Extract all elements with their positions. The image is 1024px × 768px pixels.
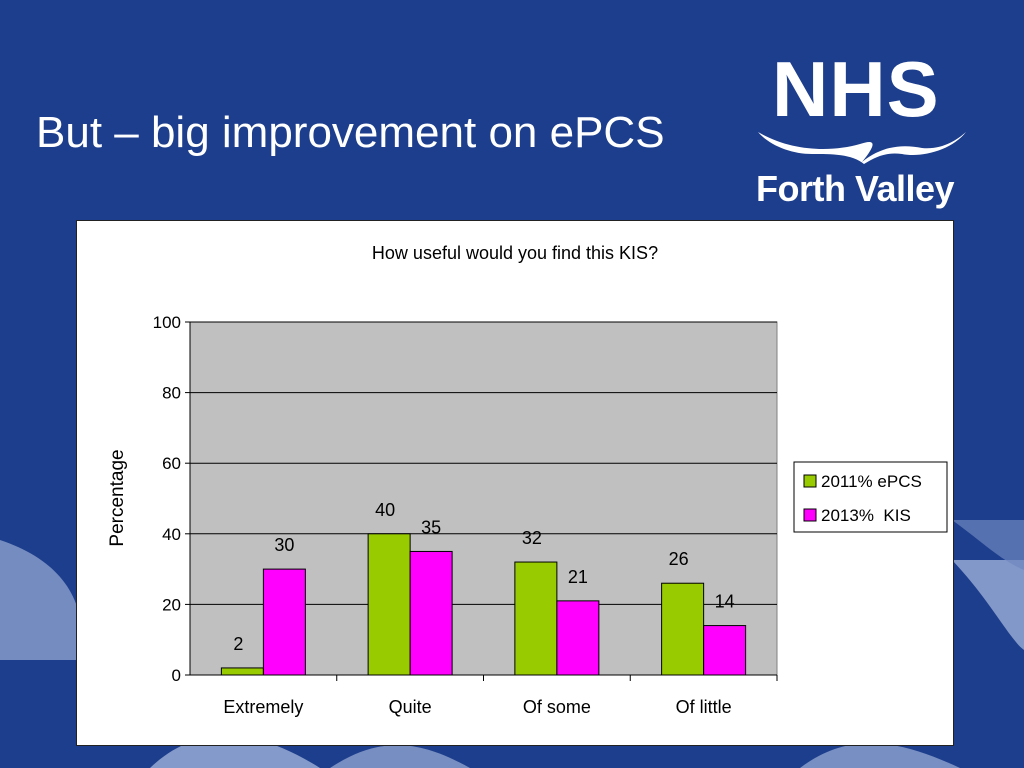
bar-chart: How useful would you find this KIS? Perc… (107, 243, 948, 717)
data-label: 35 (421, 517, 441, 537)
legend-box (793, 461, 948, 533)
nhs-logo: NHS Forth Valley (752, 50, 972, 216)
bar-series-1 (220, 667, 264, 676)
logo-swoosh-icon (758, 132, 966, 164)
bar-series-1 (514, 561, 558, 676)
bar-series-2 (703, 625, 747, 676)
data-label: 30 (274, 535, 294, 555)
x-tick-label: Extremely (223, 697, 303, 717)
y-axis-label: Percentage (107, 449, 128, 546)
y-tick-label: 0 (172, 666, 181, 685)
data-label: 21 (568, 567, 588, 587)
y-tick-label: 60 (162, 454, 181, 473)
data-label: 2 (233, 634, 243, 654)
bar-series-1 (367, 533, 411, 676)
data-label: 14 (715, 592, 735, 612)
data-label: 32 (522, 528, 542, 548)
y-tick-label: 20 (162, 595, 181, 614)
bar-series-2 (556, 600, 600, 676)
legend-swatch (803, 474, 817, 488)
x-tick-label: Quite (389, 697, 432, 717)
bar-series-2 (262, 568, 306, 676)
data-label: 40 (375, 500, 395, 520)
legend-label: 2013% KIS (821, 506, 911, 525)
y-tick-label: 40 (162, 525, 181, 544)
legend-swatch (803, 508, 817, 522)
y-tick-label: 100 (153, 313, 181, 332)
chart-title: How useful would you find this KIS? (372, 243, 658, 263)
bar-series-1 (661, 582, 705, 676)
x-tick-label: Of some (523, 697, 591, 717)
chart-panel: How useful would you find this KIS? Perc… (76, 220, 954, 746)
logo-nhs-text: NHS (772, 45, 940, 133)
x-tick-label: Of little (676, 697, 732, 717)
bar-series-2 (409, 550, 453, 676)
legend-label: 2011% ePCS (821, 472, 922, 491)
logo-forth-valley-text: Forth Valley (756, 168, 955, 209)
y-tick-label: 80 (162, 384, 181, 403)
slide-title: But – big improvement on ePCS (36, 108, 665, 157)
data-label: 26 (669, 549, 689, 569)
